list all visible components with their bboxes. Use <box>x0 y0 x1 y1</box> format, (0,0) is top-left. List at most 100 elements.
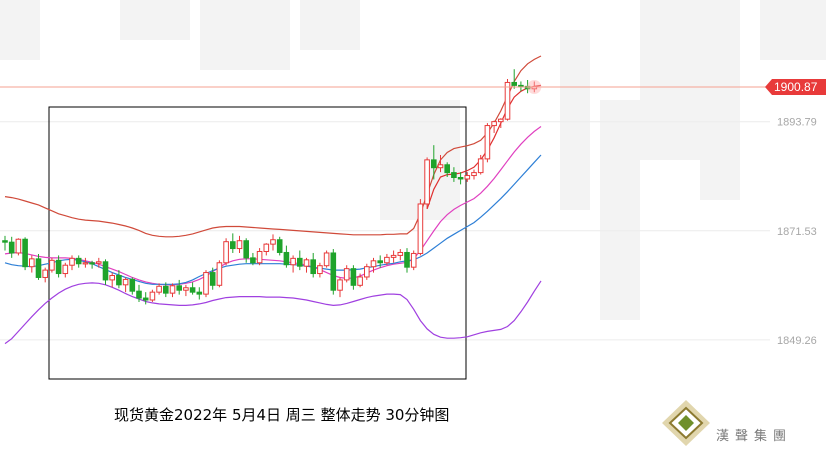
candle-body <box>283 251 290 266</box>
candle-body <box>323 252 330 267</box>
candle-body <box>504 81 511 120</box>
candle <box>377 255 383 268</box>
candle <box>189 282 196 295</box>
candle-body <box>116 275 122 286</box>
watermark-block <box>700 0 740 200</box>
watermark-block <box>120 0 190 40</box>
candle <box>169 283 176 298</box>
candle-body <box>464 175 471 180</box>
candle <box>102 259 109 285</box>
last-price-label: 1900.87 <box>774 80 818 94</box>
candle <box>8 236 15 258</box>
highlight-box <box>48 106 467 380</box>
watermark-block <box>200 0 290 70</box>
watermark-block <box>600 100 640 320</box>
candle <box>142 292 149 305</box>
candle <box>491 120 497 133</box>
watermark-block <box>560 30 590 210</box>
candle <box>216 260 223 288</box>
band-mid-line <box>426 84 542 210</box>
candle-body <box>183 287 189 291</box>
candle <box>82 257 89 268</box>
candle <box>122 277 129 293</box>
candle-body <box>82 262 89 265</box>
candle-body <box>477 158 484 174</box>
candle-body <box>270 239 276 245</box>
watermark-block <box>0 0 40 60</box>
candle <box>29 255 35 273</box>
candle-body <box>15 238 22 254</box>
candle <box>116 270 122 289</box>
candle <box>498 118 504 129</box>
background-watermark <box>0 0 826 320</box>
candle <box>303 257 310 273</box>
candle <box>424 157 430 209</box>
candle <box>196 287 203 300</box>
grid-lines <box>0 121 770 341</box>
candle-body <box>89 262 95 265</box>
candle-body <box>330 252 337 291</box>
candle-body <box>96 261 102 264</box>
candle <box>397 249 404 261</box>
candle <box>410 250 417 271</box>
chart-caption: 现货黄金2022年 5月4日 周三 整体走势 30分钟图 <box>114 406 450 424</box>
candle <box>96 257 102 268</box>
candle <box>404 248 410 273</box>
candle <box>384 253 390 266</box>
candle <box>431 145 437 180</box>
candle <box>444 162 450 178</box>
candle-body <box>337 279 343 291</box>
candle <box>511 69 517 89</box>
candle <box>370 257 377 273</box>
candle-body <box>290 257 296 266</box>
candle-body <box>243 240 249 259</box>
candle-body <box>69 257 75 266</box>
candle <box>55 255 62 278</box>
price-tick-label: 1849.26 <box>777 335 817 347</box>
candle <box>129 277 136 295</box>
candle-body <box>511 81 517 86</box>
candle-body <box>75 257 82 265</box>
candle <box>89 260 95 269</box>
candle-body <box>189 287 196 293</box>
candle-body <box>317 265 323 275</box>
candle <box>109 272 116 288</box>
candles <box>2 69 538 305</box>
candle <box>484 123 491 163</box>
candle <box>15 238 22 256</box>
candle-body <box>484 125 491 160</box>
candle-body <box>250 257 256 264</box>
candle <box>350 265 357 290</box>
candle <box>230 233 236 253</box>
watermark-block <box>640 0 700 160</box>
candle <box>283 245 290 268</box>
candle-body <box>122 278 129 286</box>
candle-body <box>424 159 430 205</box>
candle <box>337 277 343 298</box>
candle-body <box>2 240 8 243</box>
candle <box>69 255 75 271</box>
candle-body <box>8 241 15 254</box>
candle-body <box>22 238 28 268</box>
candle-body <box>524 85 531 90</box>
candle-body <box>431 159 437 169</box>
candle <box>270 234 276 251</box>
candle-body <box>109 275 116 281</box>
candle-body <box>357 276 363 286</box>
candle-body <box>404 251 410 268</box>
candle-body <box>471 172 477 177</box>
candle-body <box>163 285 169 294</box>
candle-body <box>491 121 497 127</box>
candle-body <box>350 268 357 286</box>
candle <box>209 267 216 290</box>
candle-body <box>129 278 136 292</box>
candle <box>417 199 424 256</box>
candle <box>504 79 511 121</box>
candle <box>357 273 363 288</box>
candle <box>203 270 209 298</box>
brand-name: 漢聲集團 <box>716 429 793 444</box>
candle-body <box>136 290 142 299</box>
candle-body <box>169 285 176 294</box>
last-price-tag: 1900.87 <box>765 79 826 95</box>
